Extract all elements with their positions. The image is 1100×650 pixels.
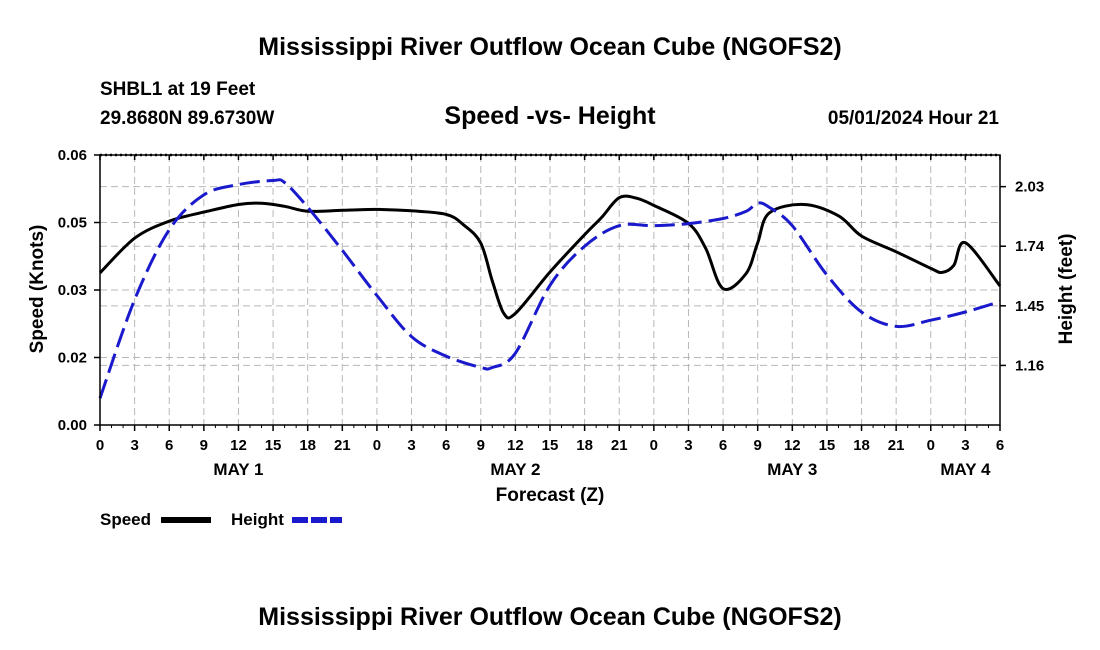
y-left-tick-label: 0.03 <box>58 282 87 299</box>
x-tick-label: 18 <box>576 437 593 454</box>
x-tick-label: 6 <box>165 437 173 454</box>
day-label: MAY 2 <box>490 460 540 479</box>
y-axis-label-right: Height (feet) <box>1056 234 1077 345</box>
x-tick-label: 15 <box>819 437 836 454</box>
y-right-tick-label: 1.74 <box>1015 238 1045 255</box>
legend: Speed Height <box>100 510 342 529</box>
chart-subtitle: Speed -vs- Height <box>444 102 656 130</box>
axes: 0 3 6 9 12 15 18 21 0 3 6 9 12 15 18 21 0 3 6 9 12 15 18 21 0 3 6M… <box>58 147 1045 479</box>
series-layer <box>98 178 1002 399</box>
y-right-tick-label: 1.16 <box>1015 357 1044 374</box>
x-axis-label: Forecast (Z) <box>496 485 605 506</box>
x-tick-label: 9 <box>477 437 485 454</box>
x-tick-label: 21 <box>888 437 905 454</box>
legend-speed-label: Speed <box>100 510 151 529</box>
y-right-tick-label: 2.03 <box>1015 179 1044 196</box>
y-left-tick-label: 0.02 <box>58 350 87 367</box>
main-title: Mississippi River Outflow Ocean Cube (NG… <box>258 33 841 61</box>
x-tick-label: 3 <box>961 437 969 454</box>
x-tick-label: 0 <box>650 437 658 454</box>
y-axis-label-left: Speed (Knots) <box>27 225 48 354</box>
x-tick-label: 6 <box>719 437 727 454</box>
x-tick-label: 12 <box>507 437 524 454</box>
x-tick-label: 0 <box>96 437 104 454</box>
x-tick-label: 6 <box>996 437 1004 454</box>
footer-title: Mississippi River Outflow Ocean Cube (NG… <box>258 603 841 631</box>
coords-label: 29.8680N 89.6730W <box>100 108 274 129</box>
x-tick-label: 12 <box>230 437 247 454</box>
x-tick-label: 12 <box>784 437 801 454</box>
x-tick-label: 3 <box>407 437 415 454</box>
x-tick-label: 3 <box>130 437 138 454</box>
x-tick-label: 0 <box>373 437 381 454</box>
datetime-label: 05/01/2024 Hour 21 <box>828 108 1000 129</box>
series-speed-line <box>98 194 1002 320</box>
x-tick-label: 21 <box>334 437 351 454</box>
x-tick-label: 6 <box>442 437 450 454</box>
y-left-tick-label: 0.05 <box>58 215 87 232</box>
legend-height-label: Height <box>231 510 284 529</box>
day-label: MAY 1 <box>213 460 263 479</box>
x-tick-label: 9 <box>200 437 208 454</box>
y-right-tick-label: 1.45 <box>1015 298 1044 315</box>
day-label: MAY 4 <box>940 460 991 479</box>
x-tick-label: 0 <box>927 437 935 454</box>
x-tick-label: 18 <box>299 437 316 454</box>
x-tick-label: 21 <box>611 437 628 454</box>
x-tick-label: 18 <box>853 437 870 454</box>
station-label: SHBL1 at 19 Feet <box>100 79 256 100</box>
x-tick-label: 3 <box>684 437 692 454</box>
day-label: MAY 3 <box>767 460 817 479</box>
grid <box>100 155 1000 425</box>
x-tick-label: 15 <box>542 437 559 454</box>
y-left-tick-label: 0.00 <box>58 417 87 434</box>
y-left-tick-label: 0.06 <box>58 147 87 164</box>
x-tick-label: 9 <box>754 437 762 454</box>
x-tick-label: 15 <box>265 437 282 454</box>
